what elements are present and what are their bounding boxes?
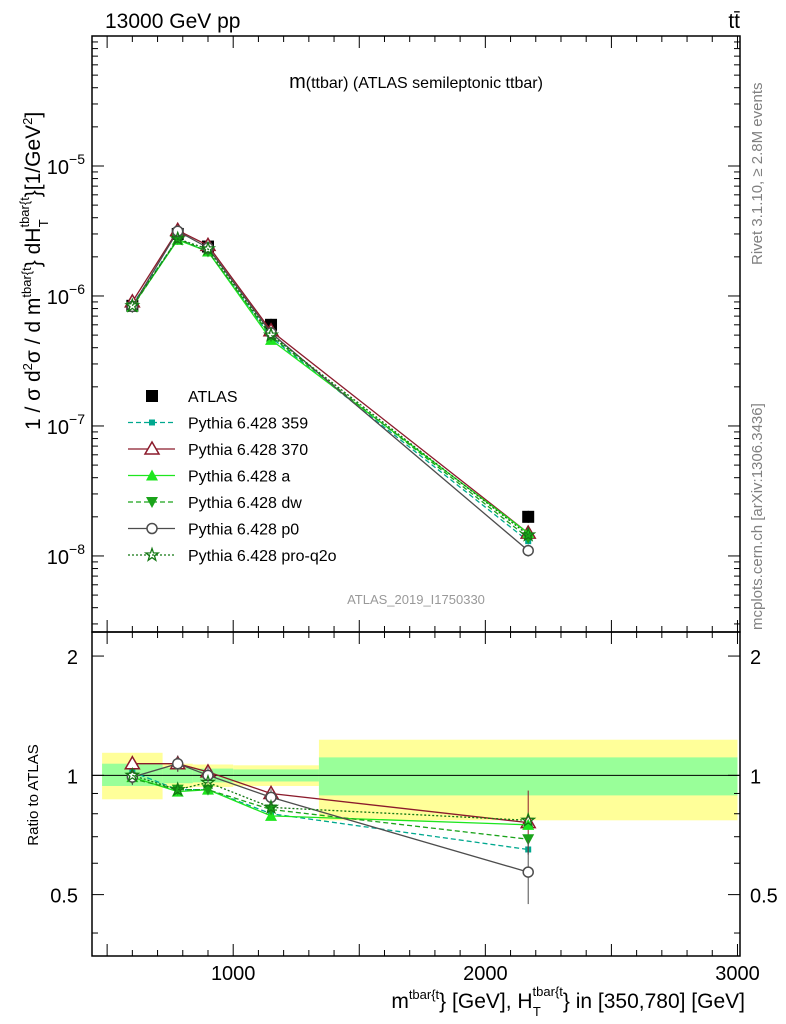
data-point	[520, 526, 537, 542]
legend-label: ATLAS	[188, 389, 238, 406]
legend-marker	[149, 419, 155, 426]
x-tick-label: 2000	[463, 963, 508, 985]
ratio-y-tick-label: 1	[67, 766, 78, 788]
legend-item-pythia-6-428-dw: Pythia 6.428 dw	[128, 495, 302, 512]
legend: ATLAS Pythia 6.428 359 Pythia 6.428 370 Pyt…	[128, 389, 337, 565]
ratio-panel: Ratio to ATLAS 0.5 0.5 1 1 2 2 1000 2000 3000 m…	[25, 631, 778, 1019]
legend-marker	[146, 522, 158, 535]
x-axis-label: mtbar{t} [GeV], Htbar{t T} in [350,780] […	[391, 984, 745, 1019]
x-tick-label: 3000	[715, 963, 760, 985]
ratio-series-pythia-6-428-pro-q2o	[124, 766, 537, 828]
x-tick-labels: 1000 2000 3000	[211, 963, 760, 985]
legend-marker	[146, 497, 158, 508]
analysis-label: ATLAS_2019_I1750330	[347, 592, 485, 607]
ratio-y-axis-label: Ratio to ATLAS	[25, 744, 42, 845]
ratio-plot-frame	[91, 631, 741, 957]
ratio-line	[132, 771, 529, 851]
main-plot-frame	[91, 35, 741, 633]
series-line	[131, 239, 529, 534]
legend-item-pythia-6-428-pro-q2o: Pythia 6.428 pro-q2o	[128, 546, 337, 565]
ratio-y-tick-label-right: 2	[750, 647, 761, 669]
legend-label: Pythia 6.428 dw	[188, 495, 302, 512]
main-plot-marks	[92, 36, 740, 632]
main-y-axis-label: 1 / σ d2σ / d mtbar{t} dHtbar{t T}[1/GeV2…	[17, 112, 51, 430]
legend-label: Pythia 6.428 a	[188, 469, 290, 486]
ratio-point	[522, 866, 534, 878]
legend-marker	[143, 440, 161, 455]
ratio-point	[169, 781, 186, 797]
series-line	[131, 238, 529, 536]
legend-item-pythia-6-428-359: Pythia 6.428 359	[128, 416, 308, 433]
ratio-y-tick-labels: 0.5 0.5 1 1 2 2	[50, 647, 778, 908]
ratio-point	[124, 766, 141, 783]
data-point	[522, 544, 534, 557]
energy-label: 13000 GeV pp	[105, 10, 240, 33]
main-y-tick-label: 10−5	[47, 151, 85, 179]
ratio-plot-marks	[92, 632, 740, 956]
legend-marker	[143, 546, 161, 562]
main-y-tick-labels: 10−8 10−7 10−6 10−5	[47, 151, 85, 569]
ratio-point	[171, 757, 184, 770]
main-y-tick-label: 10−8	[47, 541, 85, 569]
legend-label: Pythia 6.428 p0	[188, 522, 299, 539]
data-point	[262, 326, 280, 343]
series-pythia-6-428-370	[124, 221, 537, 539]
legend-marker	[146, 390, 158, 402]
ratio-line	[132, 774, 529, 821]
legend-label: Pythia 6.428 pro-q2o	[188, 548, 337, 565]
legend-label: Pythia 6.428 359	[188, 416, 308, 433]
legend-item-atlas: ATLAS	[146, 389, 238, 406]
mcplots-label: mcplots.cern.ch [arXiv:1306.3436]	[749, 403, 766, 630]
ratio-point	[522, 834, 535, 846]
data-point	[169, 230, 186, 246]
main-panel: m(ttbar) (ATLAS semileptonic ttbar) ATLA…	[17, 35, 741, 633]
rivet-version-label: Rivet 3.1.10, ≥ 2.8M events	[749, 83, 766, 266]
ratio-point	[520, 811, 537, 828]
legend-marker	[146, 469, 158, 481]
legend-label: Pythia 6.428 370	[188, 442, 308, 459]
process-label: tt̄	[728, 10, 740, 33]
x-tick-label: 1000	[211, 963, 256, 985]
series-pythia-6-428-a	[126, 233, 535, 539]
ratio-point	[522, 818, 535, 830]
plot-title: m(ttbar) (ATLAS semileptonic ttbar)	[289, 71, 543, 93]
ratio-y-tick-label: 2	[67, 647, 78, 669]
data-point	[522, 510, 535, 523]
ratio-y-tick-label: 0.5	[50, 886, 78, 908]
main-y-tick-label: 10−6	[47, 281, 85, 309]
data-point	[199, 240, 217, 256]
legend-item-pythia-6-428-370: Pythia 6.428 370	[128, 440, 308, 459]
ratio-point	[262, 798, 280, 815]
legend-item-pythia-6-428-p0: Pythia 6.428 p0	[128, 522, 299, 539]
legend-item-pythia-6-428-a: Pythia 6.428 a	[128, 469, 290, 486]
ratio-point	[199, 773, 217, 790]
main-y-tick-label: 10−7	[47, 411, 85, 439]
series-pythia-6-428-pro-q2o	[124, 230, 537, 542]
ratio-y-tick-label-right: 1	[750, 766, 761, 788]
ratio-y-tick-label-right: 0.5	[750, 886, 778, 908]
uncertainty-band-inner	[318, 757, 738, 796]
data-point	[124, 297, 141, 313]
